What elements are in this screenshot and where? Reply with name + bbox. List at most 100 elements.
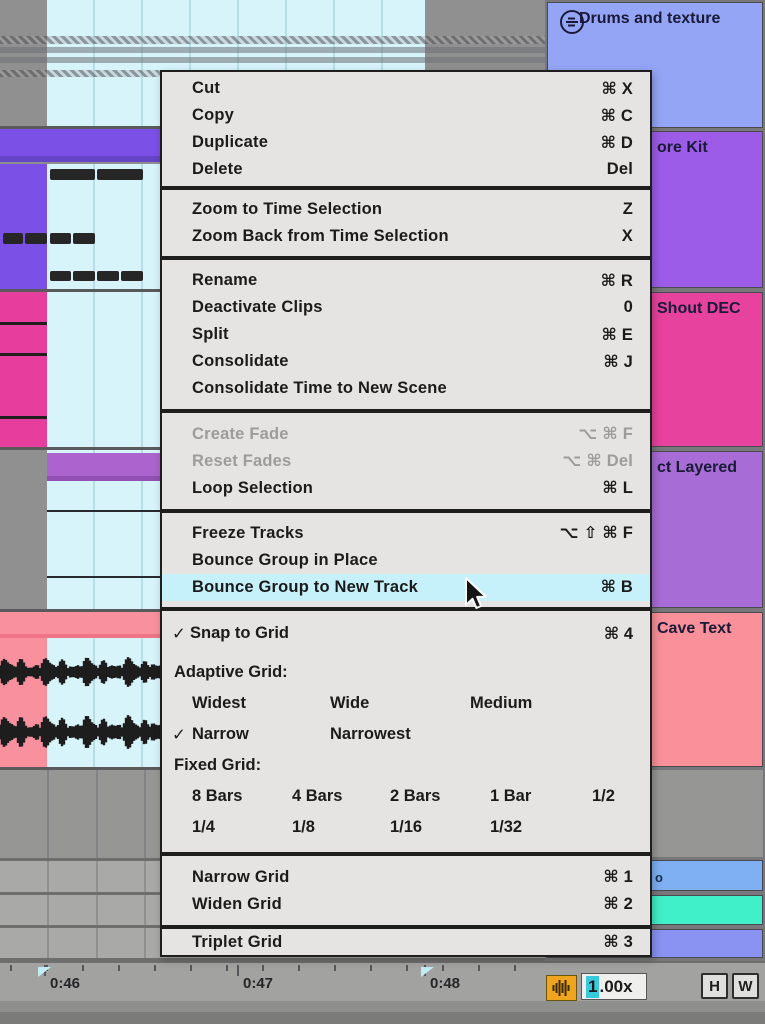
follow-button[interactable] — [546, 975, 577, 1001]
clip-column-magenta[interactable] — [0, 292, 47, 447]
menu-item-copy[interactable]: Copy ⌘ C — [162, 102, 650, 129]
menu-item-duplicate[interactable]: Duplicate ⌘ D — [162, 129, 650, 156]
clip-region-top[interactable] — [47, 0, 425, 128]
menu-item-loop-selection[interactable]: Loop Selection ⌘ L — [162, 475, 650, 502]
menu-item-split[interactable]: Split ⌘ E — [162, 321, 650, 348]
track-label: Cave Text — [657, 620, 732, 637]
timeline-ruler[interactable]: 0:46 0:47 0:48 1.00x H W — [0, 961, 765, 1001]
menu-item-consolidate-time-to-new-scene[interactable]: Consolidate Time to New Scene — [162, 375, 650, 402]
ruler-tick — [190, 965, 192, 971]
menu-item-triplet-grid[interactable]: Triplet Grid ⌘ 3 — [162, 929, 650, 955]
time-label: 0:47 — [243, 975, 274, 992]
menu-item-shortcut: ⌘ R — [600, 271, 633, 290]
playback-speed-field[interactable]: 1.00x — [581, 973, 647, 1000]
menu-item-zoom-to-time-selection[interactable]: Zoom to Time Selection Z — [162, 196, 650, 223]
grid-option-8-bars[interactable]: 8 Bars — [192, 787, 243, 805]
clip-strip-label: o — [655, 870, 663, 885]
menu-section: Cut ⌘ X Copy ⌘ C Duplicate ⌘ D Delete Del — [160, 70, 652, 188]
grid-option-1-16[interactable]: 1/16 — [390, 818, 423, 836]
menu-item-shortcut: ⌘ 4 — [603, 625, 633, 643]
ruler-tick — [370, 965, 372, 971]
track-label: ct Layered — [657, 459, 738, 476]
empty-track-area — [0, 0, 47, 128]
menu-item-label: Create Fade — [192, 424, 289, 443]
menu-item-shortcut: ⌘ 1 — [603, 868, 633, 886]
menu-item-label: Consolidate Time to New Scene — [192, 379, 447, 397]
ruler-tick — [10, 965, 12, 971]
grid-option-narrow[interactable]: Narrow — [192, 725, 249, 743]
clip-boundary — [0, 322, 47, 325]
ruler-tick — [118, 965, 120, 971]
audio-clip-left[interactable] — [0, 638, 47, 767]
grid-option-1-32[interactable]: 1/32 — [490, 818, 523, 836]
collapsed-lane — [0, 57, 545, 63]
waveform — [0, 715, 162, 749]
menu-item-consolidate[interactable]: Consolidate ⌘ J — [162, 348, 650, 375]
menu-item-create-fade[interactable]: Create Fade ⌥ ⌘ F — [162, 421, 650, 448]
width-zoom-button[interactable]: W — [732, 973, 759, 999]
grid-option-medium[interactable]: Medium — [470, 694, 533, 712]
menu-item-shortcut: ⌥ ⌘ F — [578, 425, 633, 443]
menu-item-label: Loop Selection — [192, 478, 314, 497]
menu-item-narrow-grid[interactable]: Narrow Grid ⌘ 1 — [162, 864, 650, 891]
time-label: 0:46 — [50, 975, 81, 992]
menu-item-shortcut: ⌘ L — [602, 479, 633, 497]
menu-section: Rename ⌘ R Deactivate Clips 0 Split ⌘ E Consol… — [160, 258, 652, 411]
height-zoom-button[interactable]: H — [701, 973, 728, 999]
menu-item-rename[interactable]: Rename ⌘ R — [162, 267, 650, 294]
menu-item-deactivate-clips[interactable]: Deactivate Clips 0 — [162, 294, 650, 321]
menu-section: Freeze Tracks ⌥ ⇧ ⌘ F Bounce Group in Plac… — [160, 511, 652, 609]
ruler-tick — [478, 965, 480, 971]
menu-item-shortcut: ⌘ B — [600, 578, 633, 596]
grid-option-1-4[interactable]: 1/4 — [192, 818, 215, 836]
menu-item-label: Split — [192, 325, 229, 343]
menu-item-label: Reset Fades — [192, 451, 292, 470]
menu-item-freeze-tracks[interactable]: Freeze Tracks ⌥ ⇧ ⌘ F — [162, 520, 650, 547]
mouse-cursor — [465, 577, 487, 609]
midi-note — [50, 169, 95, 180]
menu-item-cut[interactable]: Cut ⌘ X — [162, 75, 650, 102]
menu-item-label: Consolidate — [192, 352, 289, 370]
track-label: Shout DEC — [657, 300, 741, 317]
ruler-tick — [298, 965, 300, 971]
menu-item-widen-grid[interactable]: Widen Grid ⌘ 2 — [162, 891, 650, 918]
midi-note — [50, 271, 71, 281]
menu-item-label: Freeze Tracks — [192, 523, 304, 542]
menu-item-zoom-back-from-time-selection[interactable]: Zoom Back from Time Selection X — [162, 223, 650, 250]
grid-option-1-8[interactable]: 1/8 — [292, 818, 315, 836]
menu-item-shortcut: ⌘ C — [600, 106, 633, 125]
midi-note — [97, 271, 119, 281]
menu-item-label: Copy — [192, 106, 235, 124]
adaptive-grid-header: Adaptive Grid: — [174, 663, 288, 681]
ruler-tick — [334, 965, 336, 971]
menu-item-shortcut: ⌘ 3 — [603, 933, 633, 951]
audio-waveform-icon — [552, 980, 570, 996]
grid-option-4-bars[interactable]: 4 Bars — [292, 787, 343, 805]
grid-option-widest[interactable]: Widest — [192, 694, 246, 712]
menu-item-shortcut: ⌘ X — [601, 79, 633, 98]
midi-clip-left[interactable] — [0, 164, 47, 289]
time-label: 0:48 — [430, 975, 461, 992]
ruler-tick — [154, 965, 156, 971]
collapsed-lane — [0, 47, 545, 53]
clip-boundary — [0, 416, 47, 419]
grid-option-2-bars[interactable]: 2 Bars — [390, 787, 441, 805]
menu-item-reset-fades[interactable]: Reset Fades ⌥ ⌘ Del — [162, 448, 650, 475]
menu-item-bounce-group-to-new-track[interactable]: Bounce Group to New Track ⌘ B — [162, 573, 650, 601]
menu-item-delete[interactable]: Delete Del — [162, 156, 650, 183]
menu-item-snap-to-grid[interactable]: ✓ Snap to Grid ⌘ 4 — [162, 619, 650, 650]
loop-marker-icon[interactable] — [38, 967, 51, 977]
menu-item-shortcut: Z — [622, 200, 633, 218]
grid-option-1-bar[interactable]: 1 Bar — [490, 787, 532, 805]
loop-marker-icon[interactable] — [421, 967, 434, 977]
menu-item-shortcut: X — [621, 227, 633, 245]
grid-option-wide[interactable]: Wide — [330, 694, 370, 712]
grid-option-1-2[interactable]: 1/2 — [592, 787, 615, 805]
menu-item-label: Triplet Grid — [192, 932, 283, 951]
grid-option-narrowest[interactable]: Narrowest — [330, 725, 411, 743]
menu-item-bounce-group-in-place[interactable]: Bounce Group in Place — [162, 547, 650, 574]
ruler-tick — [262, 965, 264, 971]
midi-note — [97, 169, 143, 180]
menu-item-label: Zoom to Time Selection — [192, 200, 383, 218]
menu-item-label: Narrow Grid — [192, 867, 290, 886]
